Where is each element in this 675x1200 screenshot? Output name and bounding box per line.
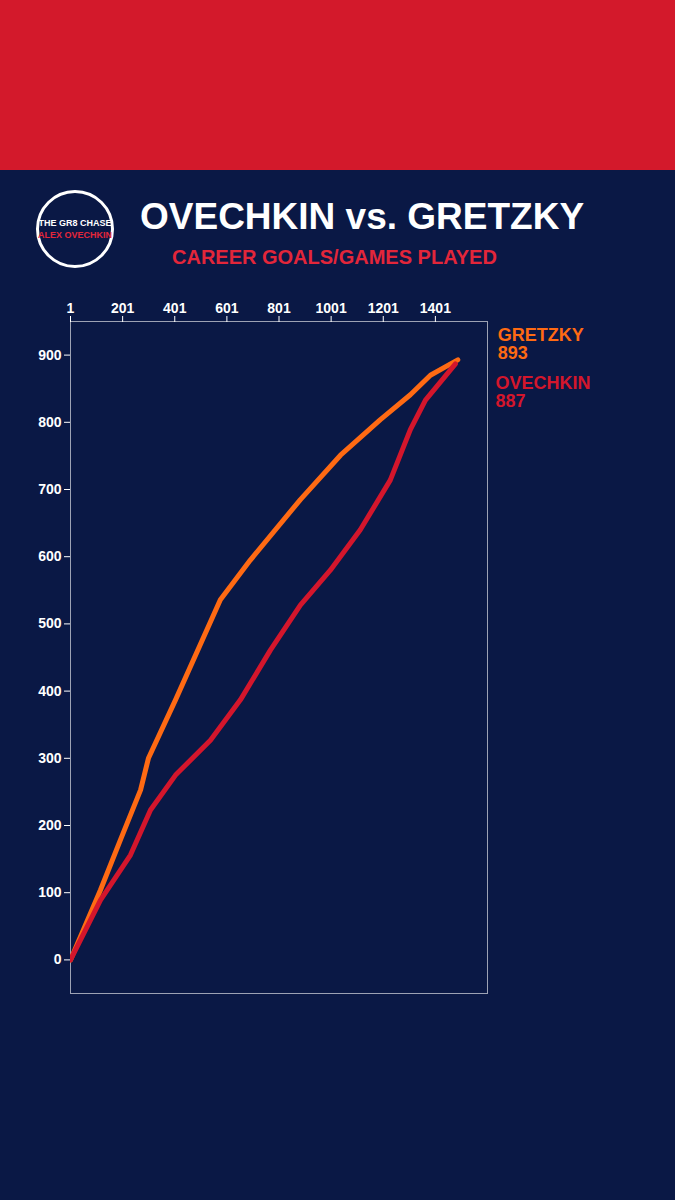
- svg-text:1001: 1001: [316, 300, 347, 316]
- html-text:ALEX OVECHKIN: ALEX OVECHKIN: [38, 230, 112, 240]
- svg-text:1: 1: [67, 300, 75, 316]
- html-text:THE GR8 CHASE: THE GR8 CHASE: [38, 218, 112, 228]
- svg-text:900: 900: [38, 347, 62, 363]
- svg-text:0: 0: [54, 951, 62, 967]
- html-text:CAREER GOALS/GAMES PLAYED: CAREER GOALS/GAMES PLAYED: [172, 246, 497, 268]
- svg-text:700: 700: [38, 481, 62, 497]
- svg-text:800: 800: [38, 414, 62, 430]
- svg-text:1401: 1401: [420, 300, 451, 316]
- svg-text:OVECHKIN887: OVECHKIN887: [495, 373, 590, 411]
- html-text:OVECHKIN vs. GRETZKY: OVECHKIN vs. GRETZKY: [140, 196, 585, 237]
- svg-text:801: 801: [267, 300, 291, 316]
- svg-text:401: 401: [163, 300, 187, 316]
- svg-text:400: 400: [38, 683, 62, 699]
- svg-text:100: 100: [38, 884, 62, 900]
- svg-text:201: 201: [111, 300, 135, 316]
- svg-text:601: 601: [215, 300, 239, 316]
- svg-text:300: 300: [38, 750, 62, 766]
- svg-text:GRETZKY893: GRETZKY893: [498, 325, 584, 363]
- svg-text:600: 600: [38, 548, 62, 564]
- svg-text:500: 500: [38, 615, 62, 631]
- svg-text:1201: 1201: [368, 300, 399, 316]
- svg-text:200: 200: [38, 817, 62, 833]
